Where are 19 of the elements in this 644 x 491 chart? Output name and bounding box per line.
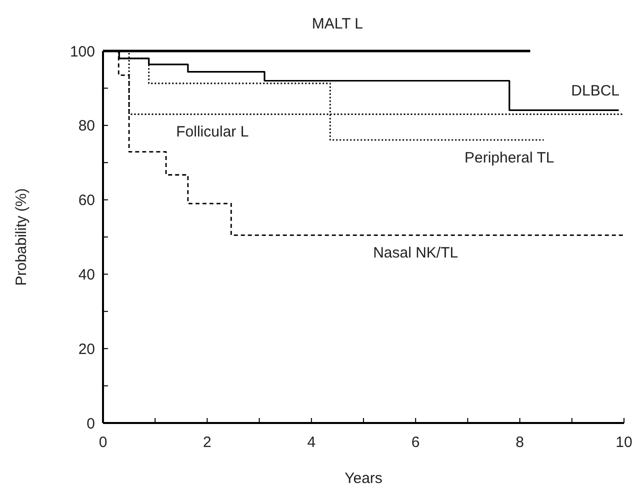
x-tick-label: 0 [98, 434, 108, 451]
y-tick-label: 60 [78, 192, 95, 210]
x-tick-label: 8 [516, 434, 524, 451]
y-tick-label: 0 [86, 415, 95, 432]
series-label: Nasal NK/TL [373, 244, 458, 262]
y-tick-label: 40 [78, 266, 95, 284]
series-label: Peripheral TL [464, 150, 554, 167]
x-axis-title: Years [344, 470, 382, 487]
series-label: DLBCL [571, 82, 620, 100]
x-tick-label: 2 [203, 434, 212, 451]
x-tick-label: 6 [411, 434, 420, 451]
y-tick-label: 100 [70, 43, 95, 60]
y-tick-label: 20 [78, 340, 95, 358]
x-tick-label: 10 [616, 434, 632, 451]
y-axis-title: Probability (%) [13, 188, 30, 286]
series-label: Follicular L [176, 124, 249, 141]
series-label: MALT L [312, 16, 364, 33]
x-tick-label: 4 [307, 434, 316, 451]
y-tick-label: 80 [78, 118, 95, 135]
